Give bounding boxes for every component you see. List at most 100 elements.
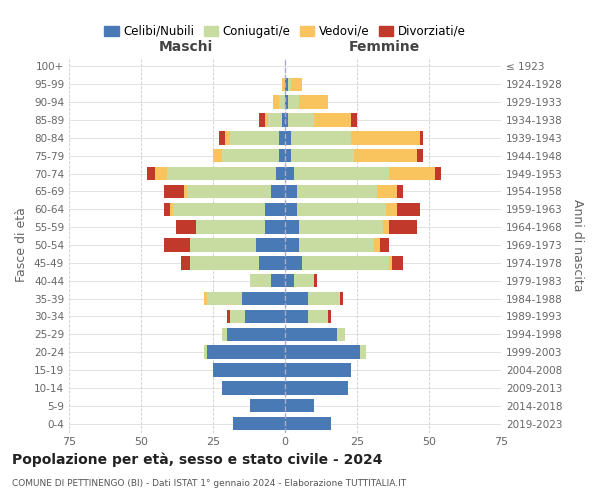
Bar [285, 381, 349, 394]
Bar [277, 167, 285, 180]
Bar [173, 202, 265, 216]
Bar [250, 399, 285, 412]
Bar [285, 167, 293, 180]
Bar [285, 364, 351, 376]
Bar [389, 167, 435, 180]
Bar [285, 328, 337, 341]
Bar [219, 131, 224, 144]
Bar [271, 184, 285, 198]
Bar [285, 256, 302, 270]
Bar [360, 346, 365, 359]
Bar [293, 167, 389, 180]
Bar [291, 131, 351, 144]
Bar [392, 256, 403, 270]
Bar [213, 364, 285, 376]
Bar [354, 149, 418, 162]
Bar [285, 149, 291, 162]
Bar [299, 96, 328, 109]
Bar [205, 292, 207, 306]
Bar [374, 238, 380, 252]
Bar [250, 274, 271, 287]
Bar [308, 292, 340, 306]
Bar [155, 167, 167, 180]
Bar [389, 256, 392, 270]
Bar [230, 310, 245, 323]
Bar [170, 202, 173, 216]
Bar [256, 238, 285, 252]
Bar [242, 292, 285, 306]
Bar [176, 220, 196, 234]
Bar [184, 184, 187, 198]
Bar [205, 346, 207, 359]
Bar [265, 220, 285, 234]
Bar [259, 114, 265, 126]
Bar [314, 274, 317, 287]
Bar [285, 96, 288, 109]
Bar [164, 184, 184, 198]
Bar [279, 149, 285, 162]
Bar [377, 184, 397, 198]
Bar [285, 78, 288, 91]
Bar [227, 328, 285, 341]
Bar [285, 202, 296, 216]
Bar [221, 381, 285, 394]
Bar [340, 292, 343, 306]
Bar [285, 274, 293, 287]
Bar [285, 238, 299, 252]
Text: Maschi: Maschi [158, 40, 213, 54]
Bar [230, 131, 279, 144]
Bar [221, 149, 279, 162]
Bar [397, 202, 421, 216]
Bar [288, 78, 291, 91]
Bar [227, 310, 230, 323]
Bar [285, 184, 296, 198]
Text: Femmine: Femmine [349, 40, 420, 54]
Bar [328, 310, 331, 323]
Legend: Celibi/Nubili, Coniugati/e, Vedovi/e, Divorziati/e: Celibi/Nubili, Coniugati/e, Vedovi/e, Di… [100, 20, 470, 42]
Bar [285, 220, 299, 234]
Bar [196, 220, 265, 234]
Bar [302, 256, 389, 270]
Bar [296, 202, 386, 216]
Bar [291, 78, 302, 91]
Bar [265, 202, 285, 216]
Bar [164, 202, 170, 216]
Bar [164, 238, 190, 252]
Bar [221, 328, 227, 341]
Bar [285, 399, 314, 412]
Text: Popolazione per età, sesso e stato civile - 2024: Popolazione per età, sesso e stato civil… [12, 452, 383, 467]
Bar [207, 292, 242, 306]
Bar [245, 310, 285, 323]
Bar [282, 78, 285, 91]
Bar [397, 184, 403, 198]
Bar [265, 114, 268, 126]
Bar [285, 346, 360, 359]
Bar [279, 131, 285, 144]
Bar [224, 131, 230, 144]
Bar [314, 114, 351, 126]
Bar [383, 220, 389, 234]
Bar [288, 114, 314, 126]
Bar [285, 310, 308, 323]
Bar [147, 167, 155, 180]
Bar [299, 238, 374, 252]
Bar [351, 114, 357, 126]
Bar [421, 131, 423, 144]
Bar [207, 346, 285, 359]
Bar [282, 114, 285, 126]
Bar [259, 256, 285, 270]
Bar [386, 202, 397, 216]
Bar [288, 96, 299, 109]
Bar [268, 114, 282, 126]
Bar [351, 131, 421, 144]
Bar [274, 96, 279, 109]
Bar [285, 292, 308, 306]
Bar [167, 167, 277, 180]
Bar [291, 149, 354, 162]
Bar [337, 328, 346, 341]
Bar [299, 220, 383, 234]
Bar [271, 274, 285, 287]
Bar [435, 167, 440, 180]
Bar [279, 96, 285, 109]
Bar [285, 131, 291, 144]
